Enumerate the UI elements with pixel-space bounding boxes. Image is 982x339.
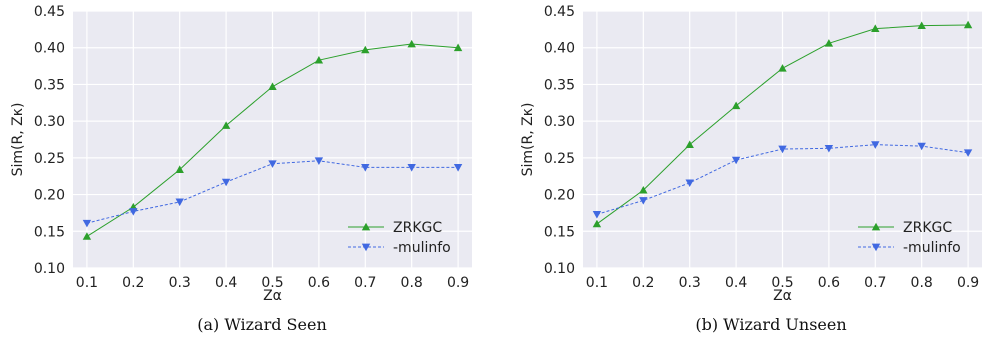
y-tick-label: 0.30 — [34, 114, 65, 130]
legend-label: -mulinfo — [903, 240, 961, 256]
x-tick-label: 0.1 — [76, 275, 98, 291]
data-point — [731, 101, 741, 110]
data-point — [871, 24, 880, 32]
y-tick-label: 0.25 — [544, 151, 575, 167]
x-tick-label: 0.3 — [679, 275, 701, 291]
chart-caption: (b) Wizard Unseen — [695, 315, 846, 334]
legend-marker — [361, 243, 371, 252]
y-tick-label: 0.35 — [544, 77, 575, 93]
x-tick-label: 0.7 — [864, 275, 886, 291]
x-tick-label: 0.9 — [957, 275, 979, 291]
legend-marker — [871, 243, 881, 252]
legend: ZRKGC -mulinfo — [858, 220, 961, 256]
x-tick-label: 0.7 — [354, 275, 376, 291]
legend-label: ZRKGC — [903, 220, 952, 236]
y-tick-label: 0.45 — [34, 4, 65, 20]
data-point — [963, 20, 973, 29]
x-tick-label: 0.4 — [215, 275, 237, 291]
data-point — [175, 165, 184, 173]
y-tick-label: 0.15 — [544, 224, 575, 240]
legend-marker — [871, 222, 881, 231]
y-tick-label: 0.15 — [34, 224, 65, 240]
data-point — [778, 145, 787, 154]
data-point — [871, 141, 880, 149]
data-point — [82, 232, 92, 240]
y-tick-label: 0.20 — [34, 188, 65, 204]
data-point — [361, 45, 370, 54]
x-tick-label: 0.1 — [586, 275, 608, 291]
data-point — [963, 149, 973, 157]
chart-panel-wizard-seen: 0.100.150.200.250.300.350.400.45 0.1 0.2 0… — [10, 4, 472, 334]
data-point — [314, 157, 324, 165]
data-point — [314, 55, 324, 64]
x-tick-label: 0.2 — [122, 275, 144, 291]
data-point — [685, 140, 694, 148]
data-point — [361, 164, 370, 172]
data-point — [731, 156, 741, 165]
y-tick-label: 0.25 — [34, 151, 65, 167]
grid — [73, 10, 472, 269]
legend-label: -mulinfo — [393, 240, 451, 256]
y-tick-label: 0.40 — [34, 41, 65, 57]
data-point — [824, 39, 834, 47]
legend-label: ZRKGC — [393, 220, 442, 236]
data-point — [917, 21, 926, 30]
x-axis-ticks: 0.1 0.2 0.3 0.4 0.5 0.6 0.7 0.8 0.9 — [76, 275, 469, 291]
data-point — [221, 121, 231, 129]
x-tick-label: 0.5 — [771, 275, 793, 291]
y-tick-label: 0.30 — [544, 114, 575, 130]
x-tick-label: 0.8 — [911, 275, 933, 291]
legend-marker — [361, 222, 371, 231]
chart-panel-wizard-unseen: 0.100.150.200.250.300.350.400.45 0.1 0.2 0… — [520, 4, 982, 334]
data-point — [917, 142, 926, 151]
x-axis-ticks: 0.1 0.2 0.3 0.4 0.5 0.6 0.7 0.8 0.9 — [586, 275, 979, 291]
x-axis-label: Zα — [773, 288, 792, 304]
x-tick-label: 0.3 — [169, 275, 191, 291]
data-point — [685, 179, 694, 188]
y-tick-label: 0.20 — [544, 188, 575, 204]
data-point — [592, 211, 602, 219]
y-tick-label: 0.10 — [34, 261, 65, 277]
y-tick-label: 0.35 — [34, 77, 65, 93]
grid — [583, 10, 982, 269]
chart-caption: (a) Wizard Seen — [197, 315, 327, 334]
data-point — [407, 164, 416, 172]
data-point — [129, 208, 138, 216]
x-tick-label: 0.5 — [261, 275, 283, 291]
data-point — [639, 197, 648, 205]
data-point — [824, 144, 834, 153]
data-point — [407, 39, 416, 48]
x-tick-label: 0.6 — [308, 275, 330, 291]
data-point — [453, 43, 463, 52]
series-lines — [82, 39, 463, 240]
data-point — [82, 219, 92, 228]
data-point — [268, 160, 277, 168]
data-point — [592, 219, 602, 228]
x-tick-label: 0.6 — [818, 275, 840, 291]
y-tick-label: 0.10 — [544, 261, 575, 277]
data-point — [268, 82, 277, 90]
x-tick-label: 0.2 — [632, 275, 654, 291]
data-point — [453, 164, 463, 172]
y-axis-label: Sim(R, Zκ) — [10, 103, 26, 177]
x-tick-label: 0.8 — [401, 275, 423, 291]
x-axis-label: Zα — [263, 288, 282, 304]
y-axis-ticks: 0.10 0.15 0.20 0.25 0.30 0.35 0.40 0.45 — [544, 4, 575, 277]
legend: ZRKGC -mulinfo — [348, 220, 451, 256]
y-tick-label: 0.40 — [544, 41, 575, 57]
y-tick-label: 0.45 — [544, 4, 575, 20]
data-point — [778, 64, 787, 72]
x-tick-label: 0.9 — [447, 275, 469, 291]
y-axis-label: Sim(R, Zκ) — [520, 103, 536, 177]
y-axis-ticks: 0.10 0.15 0.20 0.25 0.30 0.35 0.40 0.45 — [34, 4, 65, 277]
x-tick-label: 0.4 — [725, 275, 747, 291]
data-point — [639, 185, 648, 194]
series-lines — [592, 20, 973, 228]
data-point — [175, 198, 184, 207]
data-point — [221, 178, 231, 187]
